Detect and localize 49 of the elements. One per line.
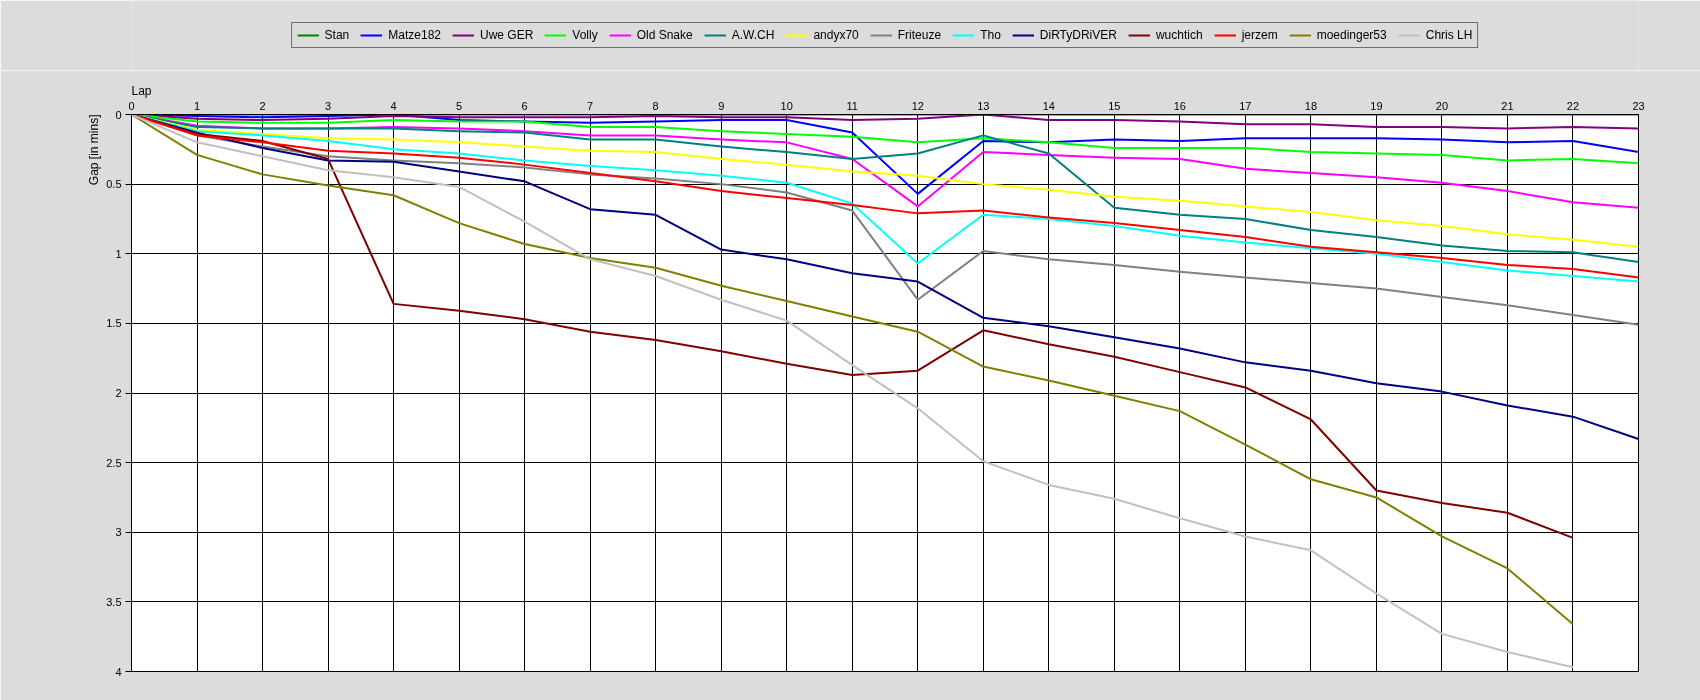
x-tick-label: 10	[780, 99, 793, 112]
legend-label: jerzem	[1241, 28, 1278, 42]
x-tick-label: 4	[390, 99, 397, 112]
y-tick-label: 3.5	[106, 595, 122, 608]
x-axis-title: Lap	[131, 83, 152, 98]
legend-label: A.W.CH	[731, 28, 775, 42]
legend-label: Matze182	[388, 28, 441, 42]
x-tick-label: 17	[1239, 99, 1252, 112]
x-tick-label: 22	[1566, 99, 1580, 112]
y-tick-label: 0	[115, 108, 122, 121]
legend-label: wuchtich	[1155, 28, 1203, 42]
legend-label: Chris LH	[1425, 28, 1473, 42]
y-tick-label: 2.5	[106, 456, 122, 469]
x-tick-label: 16	[1173, 99, 1186, 112]
x-tick-label: 18	[1304, 99, 1318, 112]
legend-label: Volly	[572, 28, 598, 42]
legend-label: moedinger53	[1316, 28, 1387, 42]
legend-label: Stan	[324, 28, 350, 42]
legend-label: Friteuze	[897, 28, 942, 42]
y-tick-label: 2	[115, 387, 122, 399]
x-tick-label: 5	[456, 99, 463, 112]
legend-label: Tho	[980, 28, 1001, 42]
x-tick-label: 11	[846, 99, 858, 112]
legend-label: DiRTyDRiVER	[1039, 28, 1117, 42]
x-tick-label: 23	[1632, 99, 1645, 112]
y-axis-title: Gap [in mins]	[86, 114, 101, 186]
y-tick-label: 0.5	[106, 178, 122, 191]
x-tick-label: 0	[128, 99, 135, 112]
x-tick-label: 19	[1370, 99, 1383, 112]
x-tick-label: 20	[1435, 99, 1449, 112]
x-tick-label: 3	[325, 99, 332, 112]
legend-label: andyx70	[813, 28, 859, 42]
legend-label: Uwe GER	[479, 28, 534, 42]
x-tick-label: 21	[1501, 99, 1514, 112]
x-tick-label: 15	[1108, 99, 1121, 112]
y-tick-label: 1.5	[106, 317, 122, 330]
y-tick-label: 4	[115, 665, 122, 678]
x-tick-label: 13	[977, 99, 990, 112]
x-tick-label: 2	[259, 99, 266, 112]
x-tick-label: 8	[652, 99, 659, 112]
legend-label: Old Snake	[636, 28, 693, 42]
x-tick-label: 6	[521, 99, 528, 112]
x-tick-label: 12	[911, 99, 924, 112]
x-tick-label: 1	[193, 99, 201, 112]
x-tick-label: 14	[1042, 99, 1055, 112]
x-tick-label: 7	[587, 99, 594, 112]
y-tick-label: 3	[115, 526, 122, 539]
y-tick-label: 1	[115, 247, 122, 260]
x-tick-label: 9	[718, 99, 725, 112]
